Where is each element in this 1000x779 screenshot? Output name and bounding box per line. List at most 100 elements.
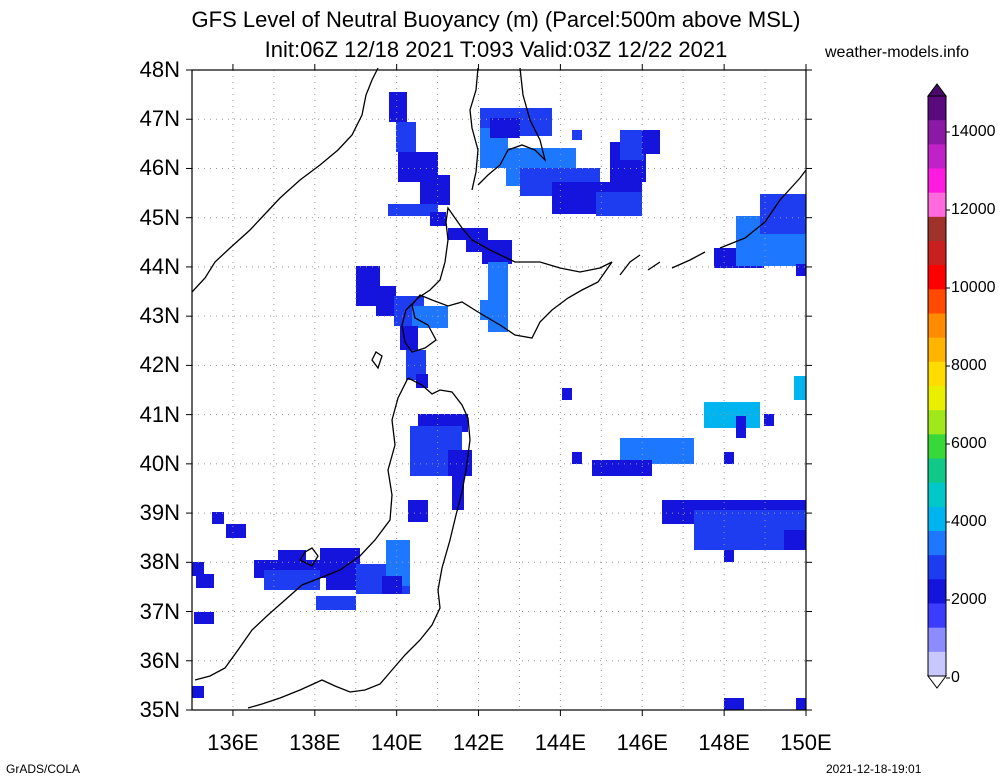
lnb-cell [760,194,806,234]
colorbar-segment [928,579,946,604]
lnb-cell [448,228,468,240]
colorbar-segment [928,289,946,314]
lnb-cell [620,130,644,160]
chart-title-line2: Init:06Z 12/18 2021 T:093 Valid:03Z 12/2… [264,37,728,62]
lnb-cell [794,376,806,400]
lon-label: 150E [780,730,832,755]
coastline-sado [371,351,383,370]
colorbar-segment [928,265,946,290]
lat-label: 36N [139,647,180,673]
colorbar-top-arrow [927,83,947,97]
colorbar-label: 10000 [951,279,996,296]
lat-label: 40N [139,450,180,476]
colorbar-segment [928,168,946,194]
lat-label: 44N [139,253,180,279]
colorbar-label: 12000 [951,201,996,218]
colorbar-label: 8000 [951,357,987,374]
lnb-cell [194,612,214,624]
lnb-cell [388,204,438,216]
lat-label: 48N [139,57,180,82]
lat-label: 41N [139,401,180,427]
lnb-cell [420,175,450,205]
colorbar-segment [928,434,946,459]
lon-label: 136E [207,730,259,755]
coastline-sakhalin [469,67,547,191]
lnb-cell [480,300,496,320]
coastline-honshu-north [194,377,471,709]
lnb-cell [620,438,694,464]
lnb-cell [412,306,448,328]
lat-label: 38N [139,549,180,575]
lnb-cell [396,122,416,152]
lnb-cell [316,596,356,610]
lon-label: 142E [452,730,505,755]
colorbar-segment [928,120,946,145]
lat-label: 42N [139,352,180,378]
lnb-cell [212,512,224,524]
lnb-cell [408,500,428,522]
colorbar-frame [927,95,947,677]
colorbar-segment [928,506,946,532]
colorbar-segment [928,96,946,121]
footer-right: 2021-12-18-19:01 [826,762,922,776]
lnb-cell [572,452,582,464]
lat-label: 35N [139,697,180,722]
colorbar [927,83,950,689]
colorbar-segment [928,386,946,411]
lnb-cell [572,130,582,140]
lnb-cell [196,574,214,588]
footer-left: GrADS/COLA [6,762,81,776]
lnb-cell [592,460,652,476]
lnb-cell [278,550,306,566]
lon-label: 146E [616,730,668,755]
colorbar-segment [928,313,946,339]
colorbar-segment [928,627,946,653]
lnb-cell [736,416,746,438]
lnb-cell [596,192,642,216]
lnb-cell [488,262,508,332]
lnb-shading [192,92,806,710]
lnb-cell [376,286,396,316]
lnb-cell [416,374,428,388]
site-label: weather-models.info [825,44,970,61]
lnb-cell [389,92,407,122]
lnb-cell [796,264,806,276]
lon-label: 140E [370,730,423,755]
lat-label: 37N [139,598,180,624]
colorbar-segment [928,603,946,629]
lnb-cell [382,576,402,594]
colorbar-segment [928,555,946,580]
lnb-cell [264,570,320,590]
lnb-cell [192,686,204,698]
lnb-cell [642,130,660,154]
colorbar-label: 0 [951,669,960,686]
lnb-cell [490,118,520,138]
lnb-cell [482,240,512,264]
coastline-hokkaido [401,206,613,353]
lnb-cell [724,452,734,464]
colorbar-segment [928,337,946,363]
lnb-cell [764,414,774,426]
colorbar-segment [928,410,946,435]
colorbar-label: 14000 [951,123,996,140]
lon-label: 148E [698,730,750,755]
lnb-cell [562,388,572,400]
colorbar-bottom-arrow [927,675,947,689]
coastline-mainland-asia [191,67,379,293]
lat-label: 39N [139,500,180,526]
colorbar-label: 4000 [951,513,987,530]
lnb-cell [430,212,446,226]
lat-label: 47N [139,106,180,132]
chart-title-line1: GFS Level of Neutral Buoyancy (m) (Parce… [191,7,801,32]
colorbar-segment [928,144,946,169]
axis-ticks [186,64,812,716]
colorbar-label: 2000 [951,591,987,608]
lon-label: 138E [289,730,341,755]
lat-label: 43N [139,303,180,329]
lat-label: 46N [139,155,180,181]
map-gridlines [192,70,806,710]
lnb-cell [724,550,734,562]
lnb-cell [784,530,806,550]
coastline-noto [299,547,319,567]
